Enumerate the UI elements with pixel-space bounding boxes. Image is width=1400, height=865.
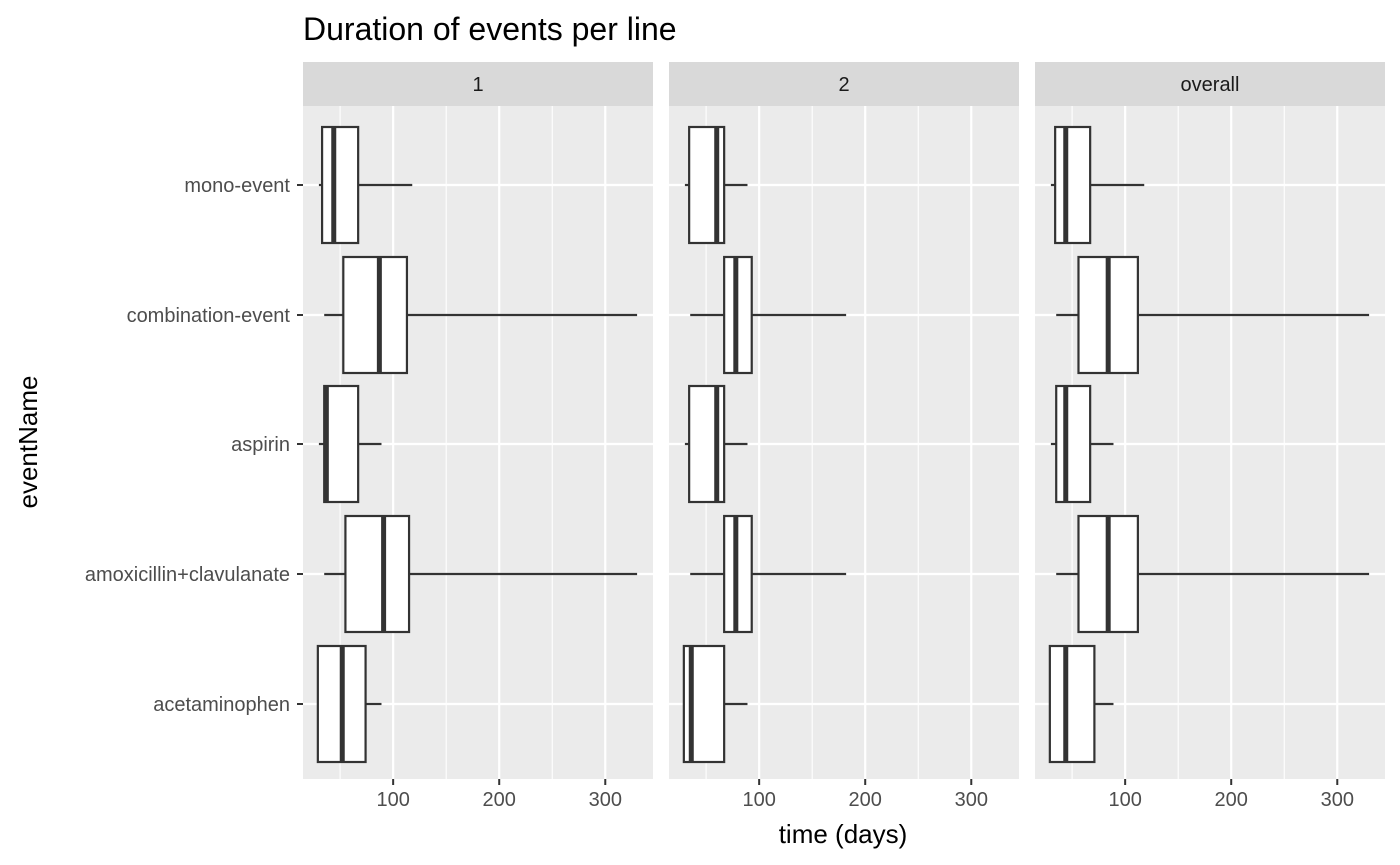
box-1-mono-event xyxy=(318,125,413,245)
facet-overall: overall 100 200 300 xyxy=(1035,62,1385,811)
x-tick-label: 100 xyxy=(742,789,775,811)
y-tick-label: aspirin xyxy=(231,434,290,456)
facet-strip-label: overall xyxy=(1181,74,1240,96)
x-tick-label: 300 xyxy=(1321,789,1354,811)
box-iqr xyxy=(1048,644,1096,764)
box-iqr xyxy=(1054,125,1092,245)
box-iqr xyxy=(344,514,411,634)
box-iqr xyxy=(342,255,409,375)
box-2-acetaminophen xyxy=(682,644,748,764)
x-tick-label: 300 xyxy=(589,789,622,811)
facet-1: 1 100 200 300 xyxy=(303,62,653,811)
facet-strip-label: 1 xyxy=(472,74,483,96)
facet-strip xyxy=(303,62,653,106)
x-tick-label: 200 xyxy=(483,789,516,811)
facet-strip xyxy=(1035,62,1385,106)
box-2-mono-event xyxy=(684,125,748,245)
facet-strip xyxy=(669,62,1019,106)
facet-panels: 1 100 200 300 2 100 200 300 overall 100 200 300 xyxy=(303,62,1385,811)
box-overall-aspirin xyxy=(1050,384,1114,504)
x-tick-label: 200 xyxy=(1215,789,1248,811)
box-overall-mono-event xyxy=(1050,125,1145,245)
y-axis-ticks: mono-event combination-event aspirin amoxic… xyxy=(85,175,303,716)
panel-background xyxy=(669,106,1019,779)
facet-2: 2 100 200 300 xyxy=(669,62,1019,811)
box-iqr xyxy=(320,125,360,245)
box-overall-combination-event xyxy=(1056,255,1370,375)
box-overall-amoxicillin-clavulanate xyxy=(1056,514,1370,634)
y-tick-label: amoxicillin+clavulanate xyxy=(85,564,290,586)
box-iqr xyxy=(1055,384,1092,504)
x-tick-label: 100 xyxy=(376,789,409,811)
facet-strip-label: 2 xyxy=(838,74,849,96)
x-tick-label: 200 xyxy=(849,789,882,811)
box-2-combination-event xyxy=(690,255,847,375)
y-tick-label: combination-event xyxy=(127,305,291,327)
box-iqr xyxy=(323,384,360,504)
y-tick-label: mono-event xyxy=(184,175,290,197)
box-overall-acetaminophen xyxy=(1048,644,1114,764)
box-2-amoxicillin-clavulanate xyxy=(690,514,847,634)
y-axis-title: eventName xyxy=(13,376,43,509)
box-1-aspirin xyxy=(318,384,382,504)
x-tick-label: 300 xyxy=(955,789,988,811)
box-1-acetaminophen xyxy=(316,644,382,764)
x-axis-title: time (days) xyxy=(779,819,908,849)
box-1-amoxicillin-clavulanate xyxy=(324,514,638,634)
x-tick-label: 100 xyxy=(1108,789,1141,811)
box-2-aspirin xyxy=(684,384,748,504)
chart-title: Duration of events per line xyxy=(303,11,677,47)
box-1-combination-event xyxy=(324,255,638,375)
y-tick-label: acetaminophen xyxy=(153,694,290,716)
